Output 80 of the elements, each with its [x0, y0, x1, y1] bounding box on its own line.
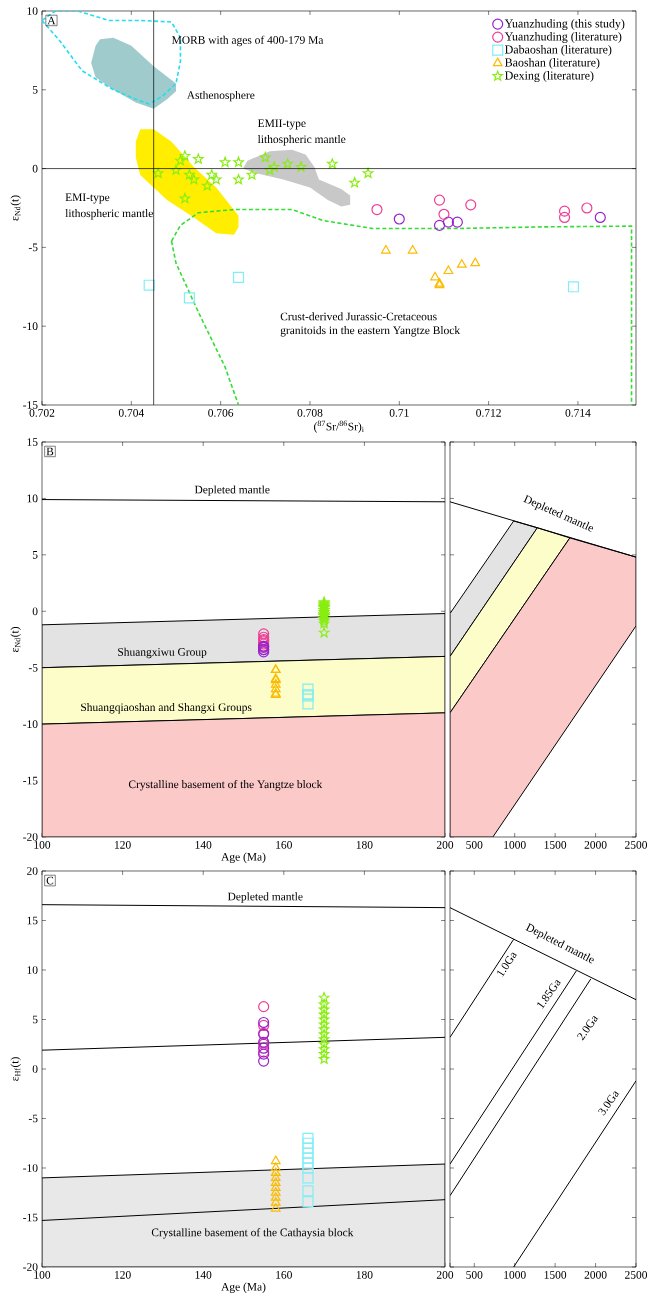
- x-tick-label: 2500: [625, 841, 648, 849]
- x-tick-label: 200: [436, 1271, 454, 1279]
- y-axis-title: ε$_{Nd}$(t): [10, 627, 21, 653]
- y-tick-label: -5: [28, 663, 38, 672]
- y-tick-label: 0: [32, 607, 38, 616]
- x-tick-label: 0.708: [297, 409, 323, 417]
- x-tick-label: 0.71: [389, 409, 409, 417]
- x-axis-title: Age (Ma): [221, 1282, 266, 1294]
- x-tick-label: 2000: [584, 841, 607, 849]
- y-tick-label: -20: [23, 1263, 38, 1271]
- x-tick-label: 180: [356, 1271, 373, 1279]
- x-tick-label: 2500: [625, 1271, 648, 1279]
- y-tick-label: 20: [27, 867, 38, 875]
- annotation: A: [47, 16, 56, 25]
- annotation: Depleted mantle: [227, 892, 303, 903]
- x-tick-label: 140: [195, 1271, 212, 1279]
- y-axis-title: ε$_{Hf}$(t): [10, 1057, 21, 1081]
- y-tick-label: 15: [27, 438, 38, 446]
- y-tick-label: -5: [28, 243, 38, 252]
- x-tick-label: 160: [276, 1271, 292, 1279]
- y-tick-label: -15: [23, 776, 38, 785]
- x-tick-label: 1000: [504, 1271, 526, 1279]
- y-tick-label: 5: [32, 85, 38, 94]
- annotation: Shuangxiwu Group: [118, 647, 207, 659]
- x-tick-label: 0.712: [476, 409, 501, 417]
- annotation: Depleted mantle: [194, 485, 270, 496]
- y-tick-label: 5: [32, 551, 38, 559]
- x-tick-label: 140: [195, 841, 212, 849]
- annotation: C: [46, 876, 54, 885]
- y-tick-label: 0: [32, 1065, 38, 1073]
- annotation: lithospheric mantle: [65, 209, 153, 220]
- x-tick-label: 1000: [504, 841, 526, 849]
- annotation: Crystalline basement of the Yangtze block: [128, 779, 323, 791]
- annotation: granitoids in the eastern Yangtze Block: [280, 326, 461, 337]
- annotation: Shuangqiaoshan and Shangxi Groups: [81, 703, 252, 714]
- y-tick-label: 15: [27, 916, 38, 925]
- legend-label: Yuanzhuding (this study): [504, 19, 625, 30]
- y-tick-label: 10: [27, 7, 38, 15]
- annotation: lithospheric mantle: [257, 135, 346, 146]
- annotation: Crust-derived Jurassic-Cretaceous: [280, 312, 437, 321]
- annotation: Asthenosphere: [186, 90, 255, 102]
- y-tick-label: -15: [23, 1213, 38, 1222]
- y-tick-label: 10: [27, 966, 38, 974]
- y-tick-label: -5: [28, 1114, 38, 1123]
- x-tick-label: 120: [115, 1271, 131, 1279]
- annotation: Crystalline basement of the Cathaysia block: [151, 1228, 354, 1239]
- y-tick-label: -10: [23, 322, 38, 331]
- x-tick-label: 0.714: [565, 409, 591, 417]
- x-axis-title: Age (Ma): [221, 852, 266, 864]
- x-tick-label: 160: [276, 841, 292, 849]
- x-tick-label: 0.706: [208, 409, 234, 417]
- annotation: EMI-type: [65, 193, 110, 204]
- annotation: B: [46, 447, 54, 456]
- y-tick-label: -10: [23, 1164, 38, 1172]
- x-tick-label: 1500: [544, 1271, 567, 1279]
- y-tick-label: 5: [32, 1015, 38, 1024]
- x-tick-label: 180: [356, 841, 373, 849]
- x-tick-label: 2000: [584, 1271, 607, 1279]
- y-tick-label: 10: [27, 494, 38, 503]
- x-tick-label: 100: [34, 1271, 51, 1279]
- y-tick-label: -15: [23, 401, 38, 409]
- y-axis-title: ε$_{Nd}$(t): [10, 195, 21, 221]
- y-tick-label: -10: [23, 720, 38, 728]
- y-tick-label: -20: [23, 833, 38, 841]
- legend-label: Dabaoshan (literature): [505, 45, 612, 56]
- annotation: EMII-type: [257, 119, 306, 130]
- x-tick-label: 100: [34, 841, 51, 849]
- annotation: MORB with ages of 400-179 Ma: [171, 35, 324, 47]
- x-tick-label: 500: [466, 1271, 483, 1279]
- x-tick-label: 500: [466, 841, 483, 849]
- legend-label: Dexing (literature): [505, 71, 594, 82]
- legend-label: Baoshan (literature): [505, 58, 600, 69]
- x-tick-label: 0.704: [118, 409, 145, 417]
- legend-label: Yuanzhuding (literature): [504, 32, 622, 43]
- x-axis-title: ($^{87}$Sr/$^{86}$Sr)$_{i}$: [314, 420, 364, 433]
- x-tick-label: 1500: [544, 841, 567, 849]
- x-tick-label: 120: [115, 841, 131, 849]
- x-tick-label: 200: [436, 841, 454, 849]
- x-tick-label: 0.702: [29, 409, 55, 417]
- y-tick-label: 0: [32, 164, 38, 173]
